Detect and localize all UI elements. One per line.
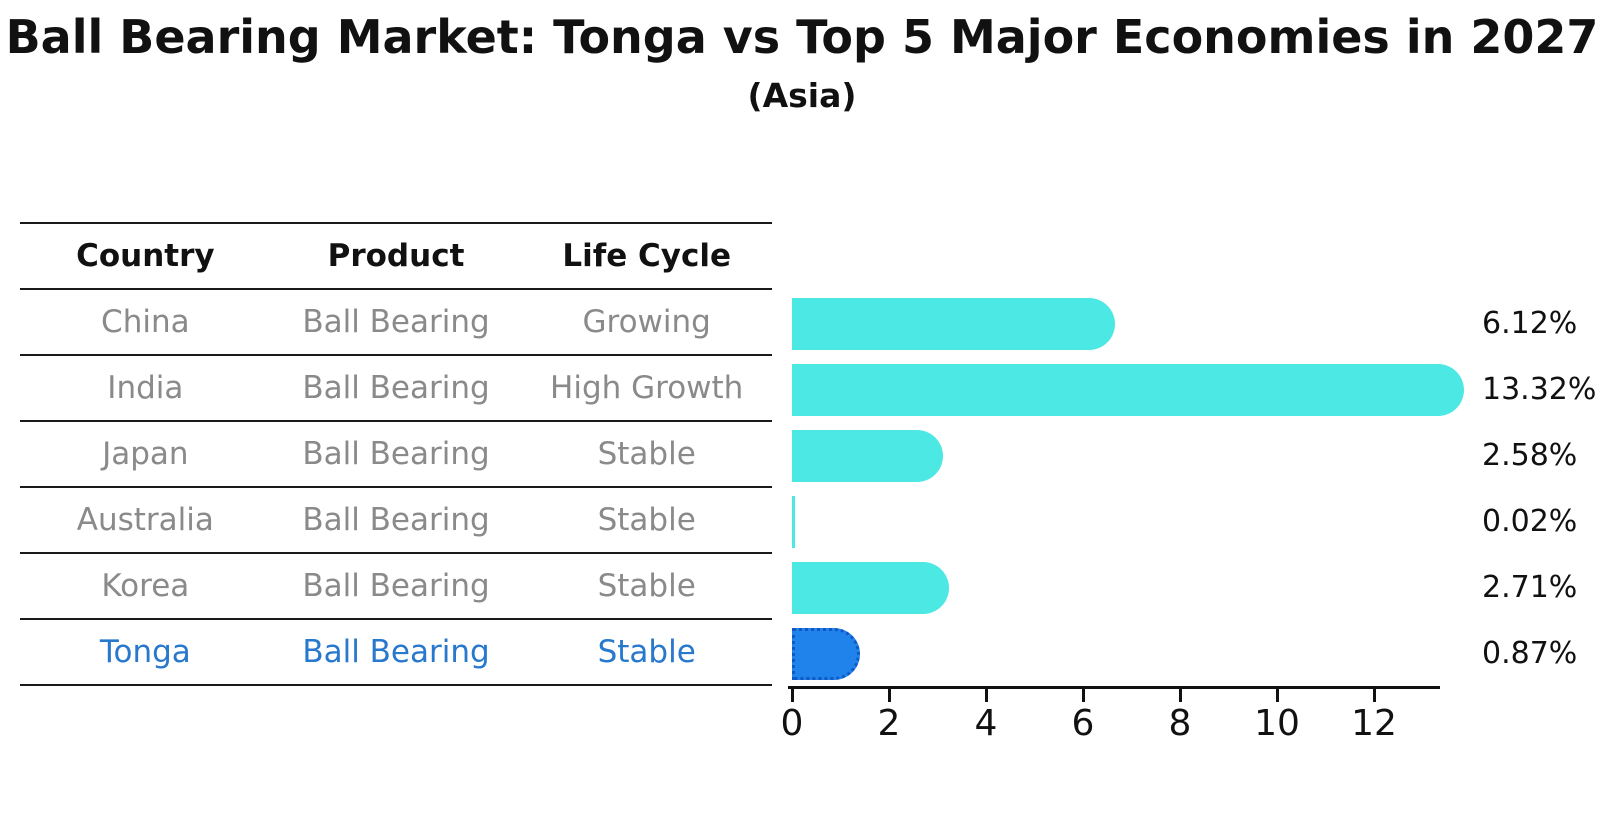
value-label: 0.87% <box>1482 636 1578 671</box>
table-row: India Ball Bearing High Growth <box>20 354 772 420</box>
x-axis-tick-label: 6 <box>1071 703 1095 744</box>
chart-title: Ball Bearing Market: Tonga vs Top 5 Majo… <box>5 10 1599 64</box>
value-label: 0.02% <box>1482 504 1578 539</box>
table-cell-product: Ball Bearing <box>302 502 490 538</box>
value-label: 6.12% <box>1482 306 1578 341</box>
country-table: Country Product Life Cycle China Ball Bearin… <box>20 222 772 686</box>
x-axis-tick <box>1179 689 1182 702</box>
value-label: 13.32% <box>1482 372 1597 407</box>
bar-china <box>792 298 1115 350</box>
value-label: 2.71% <box>1482 570 1578 605</box>
x-axis-tick <box>888 689 891 702</box>
table-cell-country: Australia <box>76 502 214 538</box>
table-cell-country: Tonga <box>99 634 191 670</box>
table-cell-life-cycle: Stable <box>597 568 696 604</box>
table-cell-product: Ball Bearing <box>302 568 490 604</box>
bar-korea <box>792 562 949 614</box>
table-cell-product: Ball Bearing <box>302 436 490 472</box>
table-row: Japan Ball Bearing Stable <box>20 420 772 486</box>
table-cell-product: Ball Bearing <box>302 370 490 406</box>
x-axis-tick-label: 2 <box>877 703 901 744</box>
x-axis-tick <box>985 689 988 702</box>
table-header-cell: Life Cycle <box>562 238 732 274</box>
x-axis-tick <box>1276 689 1279 702</box>
table-cell-country: Korea <box>101 568 190 604</box>
x-axis-tick <box>1082 689 1085 702</box>
bar-japan <box>792 430 943 482</box>
table-cell-country: India <box>107 370 184 406</box>
x-axis-tick <box>791 689 794 702</box>
table-header-row: Country Product Life Cycle <box>20 222 772 288</box>
table-row: Korea Ball Bearing Stable <box>20 552 772 618</box>
table-cell-product: Ball Bearing <box>302 304 490 340</box>
x-axis-tick-label: 12 <box>1351 703 1397 744</box>
table-cell-product: Ball Bearing <box>302 634 490 670</box>
table-header-cell: Product <box>327 238 465 274</box>
table-cell-life-cycle: Growing <box>582 304 711 340</box>
x-axis-tick-label: 0 <box>780 703 804 744</box>
table-cell-country: China <box>101 304 190 340</box>
bar-tonga <box>792 628 860 680</box>
table-cell-life-cycle: Stable <box>597 436 696 472</box>
x-axis-tick-label: 10 <box>1254 703 1300 744</box>
table-row: Australia Ball Bearing Stable <box>20 486 772 552</box>
x-axis-tick <box>1373 689 1376 702</box>
table-cell-life-cycle: Stable <box>597 634 696 670</box>
bar-australia <box>792 496 795 548</box>
table-cell-country: Japan <box>102 436 189 472</box>
chart-subtitle: (Asia) <box>747 76 857 115</box>
value-label: 2.58% <box>1482 438 1578 473</box>
table-cell-life-cycle: High Growth <box>550 370 744 406</box>
table-row: Tonga Ball Bearing Stable <box>20 618 772 686</box>
x-axis-tick-label: 4 <box>974 703 998 744</box>
x-axis-tick-label: 8 <box>1168 703 1192 744</box>
table-cell-life-cycle: Stable <box>597 502 696 538</box>
table-header-cell: Country <box>76 238 215 274</box>
table-row: China Ball Bearing Growing <box>20 288 772 354</box>
x-axis-line <box>788 686 1440 689</box>
bar-india <box>792 364 1464 416</box>
